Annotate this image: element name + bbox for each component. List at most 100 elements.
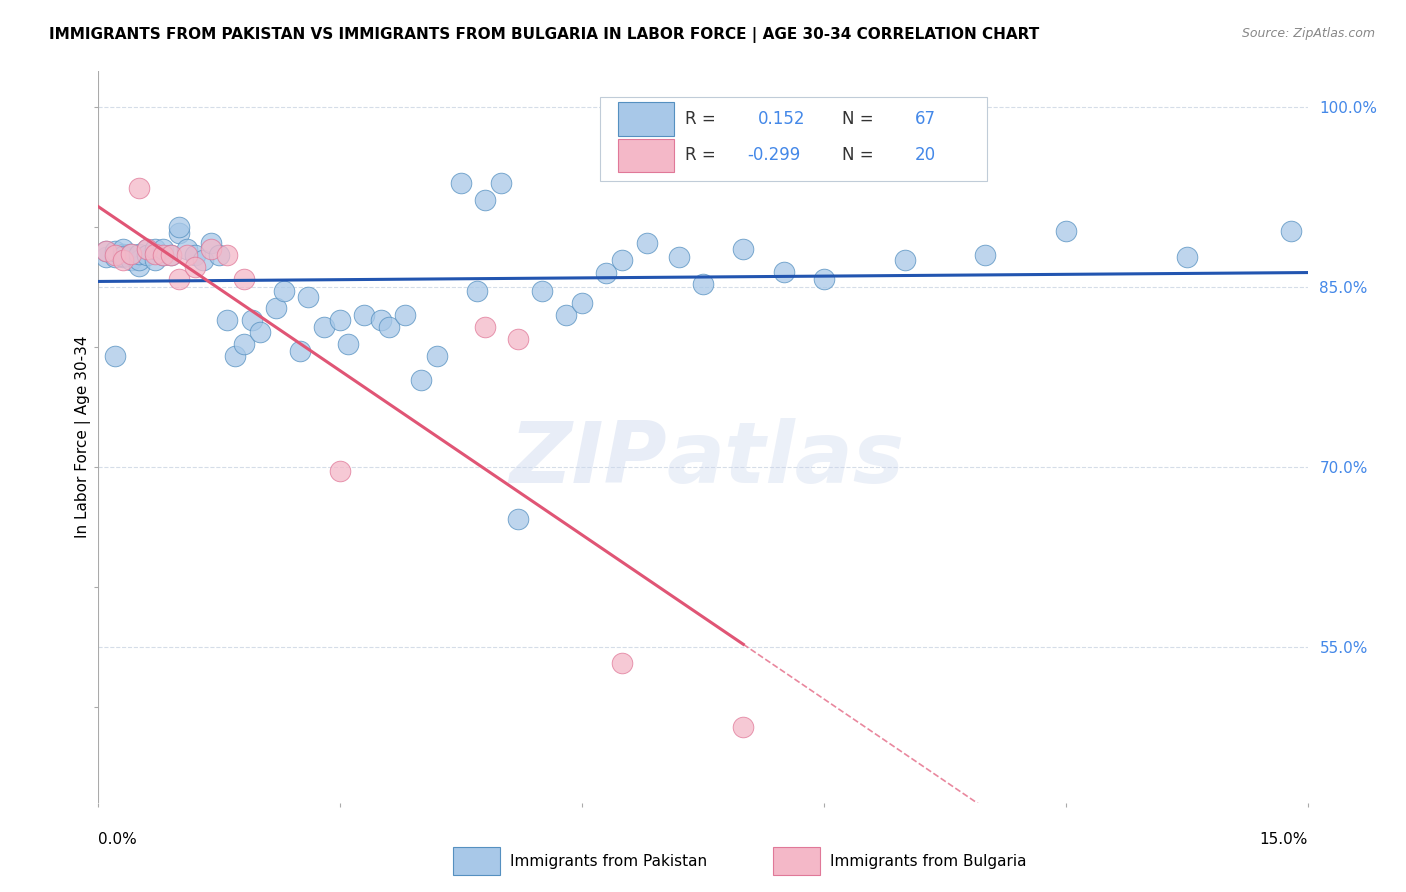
Point	[813, 272, 835, 286]
Y-axis label: In Labor Force | Age 30-34: In Labor Force | Age 30-34	[75, 335, 91, 539]
FancyBboxPatch shape	[453, 847, 501, 875]
Point	[733, 242, 755, 256]
Point	[217, 312, 239, 326]
Point	[128, 246, 150, 260]
Point	[120, 252, 142, 267]
Point	[128, 180, 150, 194]
Point	[128, 259, 150, 273]
Point	[232, 272, 254, 286]
Point	[612, 252, 634, 267]
Text: N =: N =	[842, 110, 873, 128]
Text: R =: R =	[685, 146, 716, 164]
Point	[167, 220, 190, 235]
Point	[143, 252, 166, 267]
Point	[184, 248, 207, 262]
Point	[474, 319, 496, 334]
Text: N =: N =	[842, 146, 873, 164]
Point	[555, 308, 578, 322]
Point	[232, 336, 254, 351]
Text: -0.299: -0.299	[748, 146, 801, 164]
Point	[377, 319, 399, 334]
Point	[353, 308, 375, 322]
Point	[160, 248, 183, 262]
Point	[474, 193, 496, 207]
Point	[409, 372, 432, 386]
Point	[143, 246, 166, 260]
Point	[167, 272, 190, 286]
Point	[160, 248, 183, 262]
Point	[111, 246, 134, 260]
Point	[152, 242, 174, 256]
Point	[240, 312, 263, 326]
Point	[506, 511, 529, 525]
Point	[224, 349, 246, 363]
Point	[1175, 250, 1198, 264]
Text: 0.0%: 0.0%	[98, 832, 138, 847]
Text: Immigrants from Pakistan: Immigrants from Pakistan	[509, 854, 707, 869]
Point	[193, 252, 215, 267]
Point	[273, 284, 295, 298]
Point	[297, 290, 319, 304]
Text: 0.152: 0.152	[758, 110, 804, 128]
Text: atlas: atlas	[666, 417, 905, 500]
Point	[200, 242, 222, 256]
Point	[491, 176, 513, 190]
Point	[893, 252, 915, 267]
Point	[96, 244, 118, 259]
Point	[450, 176, 472, 190]
Point	[595, 266, 617, 280]
Point	[167, 226, 190, 240]
Text: Source: ZipAtlas.com: Source: ZipAtlas.com	[1241, 27, 1375, 40]
Point	[152, 248, 174, 262]
Point	[152, 248, 174, 262]
Point	[636, 235, 658, 250]
Point	[103, 349, 125, 363]
FancyBboxPatch shape	[619, 138, 673, 172]
FancyBboxPatch shape	[619, 102, 673, 136]
Point	[506, 332, 529, 346]
Point	[692, 277, 714, 291]
Point	[96, 244, 118, 259]
Point	[329, 464, 352, 478]
Point	[288, 343, 311, 358]
Text: R =: R =	[685, 110, 716, 128]
Point	[1054, 224, 1077, 238]
Point	[264, 301, 287, 315]
Point	[974, 248, 997, 262]
Point	[314, 319, 336, 334]
Point	[111, 242, 134, 256]
Point	[1281, 224, 1303, 238]
Point	[772, 264, 794, 278]
Point	[135, 242, 157, 256]
Point	[103, 248, 125, 262]
Point	[111, 252, 134, 267]
Point	[200, 235, 222, 250]
Text: 67: 67	[915, 110, 935, 128]
Point	[120, 246, 142, 260]
Point	[103, 250, 125, 264]
Point	[143, 242, 166, 256]
Point	[135, 242, 157, 256]
Point	[733, 720, 755, 734]
Point	[176, 248, 198, 262]
Point	[530, 284, 553, 298]
Point	[111, 249, 134, 263]
Point	[465, 284, 488, 298]
Point	[337, 336, 360, 351]
Text: Immigrants from Bulgaria: Immigrants from Bulgaria	[830, 854, 1026, 869]
Point	[208, 248, 231, 262]
Point	[120, 246, 142, 260]
Point	[103, 244, 125, 259]
Point	[217, 248, 239, 262]
Text: 20: 20	[915, 146, 936, 164]
Point	[128, 252, 150, 267]
Point	[249, 325, 271, 339]
Point	[329, 312, 352, 326]
Text: ZIP: ZIP	[509, 417, 666, 500]
Point	[135, 248, 157, 262]
Point	[111, 250, 134, 264]
Text: 15.0%: 15.0%	[1260, 832, 1308, 847]
Point	[176, 242, 198, 256]
Point	[370, 312, 392, 326]
Point	[426, 349, 449, 363]
